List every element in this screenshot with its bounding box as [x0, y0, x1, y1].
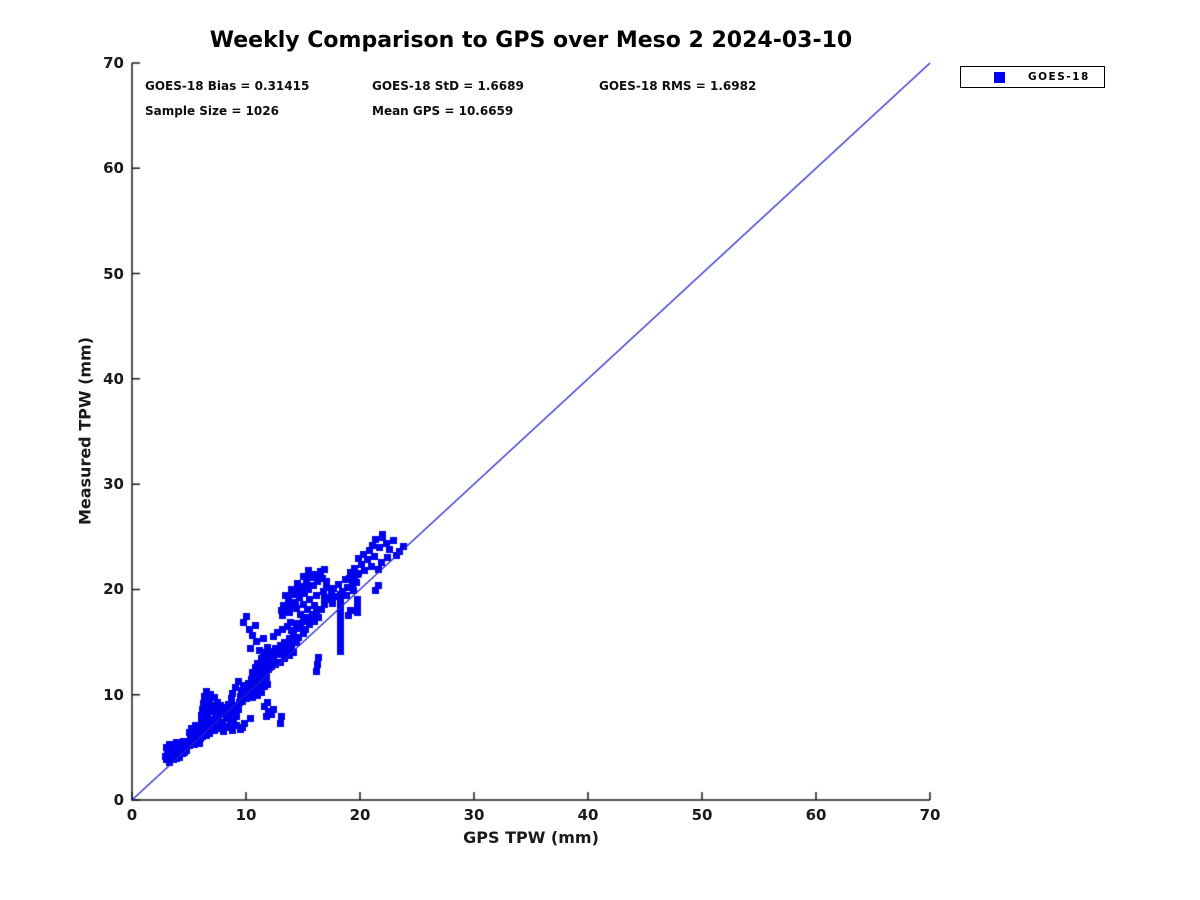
- x-tick-label: 70: [919, 806, 941, 824]
- y-tick-label: 20: [103, 580, 124, 599]
- x-tick-label: 40: [577, 806, 599, 824]
- y-tick-label: 0: [113, 791, 124, 809]
- y-tick-label: 50: [103, 264, 124, 283]
- y-tick-label: 60: [103, 159, 124, 178]
- y-axis-label: Measured TPW (mm): [75, 336, 95, 526]
- stat-std: GOES-18 StD = 1.6689: [372, 79, 524, 93]
- legend-marker-square-icon: [994, 71, 1005, 83]
- x-tick-label: 50: [691, 806, 713, 824]
- y-tick-label: 30: [103, 475, 124, 494]
- y-tick-label: 10: [103, 685, 124, 704]
- stat-bias: GOES-18 Bias = 0.31415: [145, 79, 310, 93]
- y-tick-label: 70: [103, 54, 124, 72]
- x-tick-label: 60: [805, 806, 827, 824]
- legend-label: GOES-18: [1028, 71, 1090, 83]
- stat-rms: GOES-18 RMS = 1.6982: [599, 79, 757, 93]
- chart-title: Weekly Comparison to GPS over Meso 2 202…: [209, 28, 853, 53]
- stat-sample-size: Sample Size = 1026: [145, 104, 279, 118]
- x-tick-label: 0: [126, 806, 138, 824]
- x-tick-label: 10: [235, 806, 257, 824]
- x-tick-label: 20: [349, 806, 371, 824]
- y-tick-label: 40: [103, 369, 124, 388]
- x-tick-label: 30: [463, 806, 485, 824]
- x-axis-label: GPS TPW (mm): [463, 828, 599, 847]
- stat-mean-gps: Mean GPS = 10.6659: [372, 104, 514, 118]
- legend: GOES-18: [960, 66, 1105, 88]
